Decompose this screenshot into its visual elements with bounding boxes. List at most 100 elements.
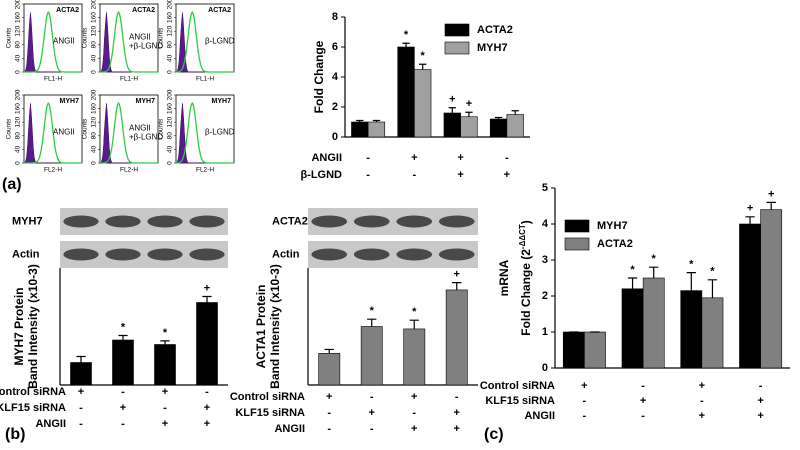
annotation: ANGII	[129, 124, 151, 133]
y-tick-label: 80	[91, 41, 98, 49]
condition-sign: +	[640, 395, 646, 407]
significance-marker: *	[710, 266, 715, 278]
bar	[351, 121, 369, 138]
annotation: β-LGND	[205, 37, 235, 46]
x-axis-label: FL1-H	[44, 76, 62, 83]
y-axis-label: Counts	[6, 27, 13, 48]
condition-sign: +	[162, 386, 168, 398]
panel-label: (b)	[5, 426, 25, 443]
bar	[621, 288, 644, 369]
blot-band	[396, 248, 433, 261]
legend-label: MYH7	[477, 42, 508, 54]
bar	[506, 114, 524, 138]
error-bar	[372, 119, 381, 122]
legend-label: ACTA2	[477, 24, 513, 36]
bar	[397, 46, 415, 138]
condition-sign: -	[505, 152, 509, 164]
legend-swatch	[444, 41, 470, 55]
condition-label: ANGII	[311, 152, 342, 164]
y-tick-label: 200	[15, 89, 22, 100]
condition-label: ANGII	[274, 423, 305, 435]
y-tick-label: 0	[15, 161, 22, 165]
blot-band	[311, 215, 348, 228]
y-tick-label: 1	[542, 326, 548, 338]
y-tick-label: 200	[91, 0, 98, 9]
bar	[584, 331, 606, 369]
blot-band	[438, 215, 475, 228]
panel-label: (a)	[2, 176, 22, 193]
condition-label: Control siRNA	[230, 391, 305, 403]
error-bar	[766, 201, 776, 210]
legend-swatch	[444, 23, 470, 37]
blot-label: Actin	[272, 248, 300, 260]
y-tick-label: 4	[332, 71, 339, 83]
error-bar	[627, 277, 638, 289]
condition-sign: -	[366, 152, 370, 164]
annotation: +β-LGND	[129, 42, 163, 51]
bar	[196, 302, 218, 386]
error-bar	[649, 266, 659, 278]
error-bar	[419, 63, 427, 70]
y-tick-label: 40	[167, 145, 174, 153]
panel-marker: MYH7	[60, 98, 80, 105]
significance-marker: *	[370, 305, 375, 317]
condition-sign: -	[412, 407, 416, 419]
error-bar	[76, 355, 86, 363]
y-tick-label: 120	[167, 25, 174, 36]
condition-sign: +	[204, 402, 210, 414]
significance-marker: +	[768, 188, 774, 200]
error-bar	[465, 111, 473, 117]
y-tick-label: 0	[15, 70, 22, 74]
condition-sign: +	[757, 395, 763, 407]
error-bar	[452, 282, 462, 290]
blot-band	[105, 215, 141, 228]
condition-sign: +	[504, 169, 510, 181]
annotation: +β-LGND	[129, 133, 163, 142]
blot-label: ACTA2	[272, 215, 308, 227]
condition-sign: -	[759, 380, 763, 392]
error-bar	[402, 42, 410, 47]
error-bar	[160, 340, 170, 345]
condition-label: KLF15 siRNA	[235, 407, 305, 419]
condition-sign: +	[204, 418, 210, 430]
condition-sign: +	[699, 410, 705, 422]
condition-sign: -	[205, 386, 209, 398]
y-tick-label: 8	[332, 11, 338, 23]
y-tick-label: 5	[542, 182, 548, 194]
condition-label: KLF15 siRNA	[0, 402, 66, 414]
y-axis-label: Counts	[82, 118, 89, 139]
y-axis-label: mRNA	[497, 259, 511, 296]
panel-marker: MYH7	[136, 98, 156, 105]
y-tick-label: 80	[91, 132, 98, 140]
control-histogram	[23, 103, 53, 164]
y-axis-label: Counts	[158, 27, 165, 48]
blot-band	[147, 215, 183, 228]
y-tick-label: 120	[15, 116, 22, 127]
condition-sign: -	[79, 402, 83, 414]
blot-band	[147, 248, 183, 261]
bar	[460, 116, 478, 138]
bar	[403, 328, 426, 386]
error-bar	[511, 110, 519, 115]
condition-sign: +	[326, 391, 332, 403]
treated-histogram	[100, 102, 158, 164]
condition-sign: -	[370, 423, 374, 435]
bar	[760, 209, 783, 369]
bar	[112, 339, 134, 386]
error-bar	[202, 295, 212, 303]
bar	[318, 353, 341, 386]
y-tick-label: 0	[167, 161, 174, 165]
y-tick-label: 120	[15, 25, 22, 36]
error-bar	[356, 119, 364, 122]
bar	[154, 344, 176, 386]
significance-marker: *	[689, 259, 694, 271]
condition-sign: +	[457, 152, 463, 164]
y-tick-label: 200	[91, 89, 98, 100]
y-tick-label: 2	[542, 290, 548, 302]
condition-sign: -	[79, 418, 83, 430]
condition-sign: -	[163, 402, 167, 414]
condition-sign: -	[121, 386, 125, 398]
y-tick-label: 120	[91, 25, 98, 36]
legend-label: ACTA2	[597, 238, 633, 250]
bar	[562, 331, 585, 369]
